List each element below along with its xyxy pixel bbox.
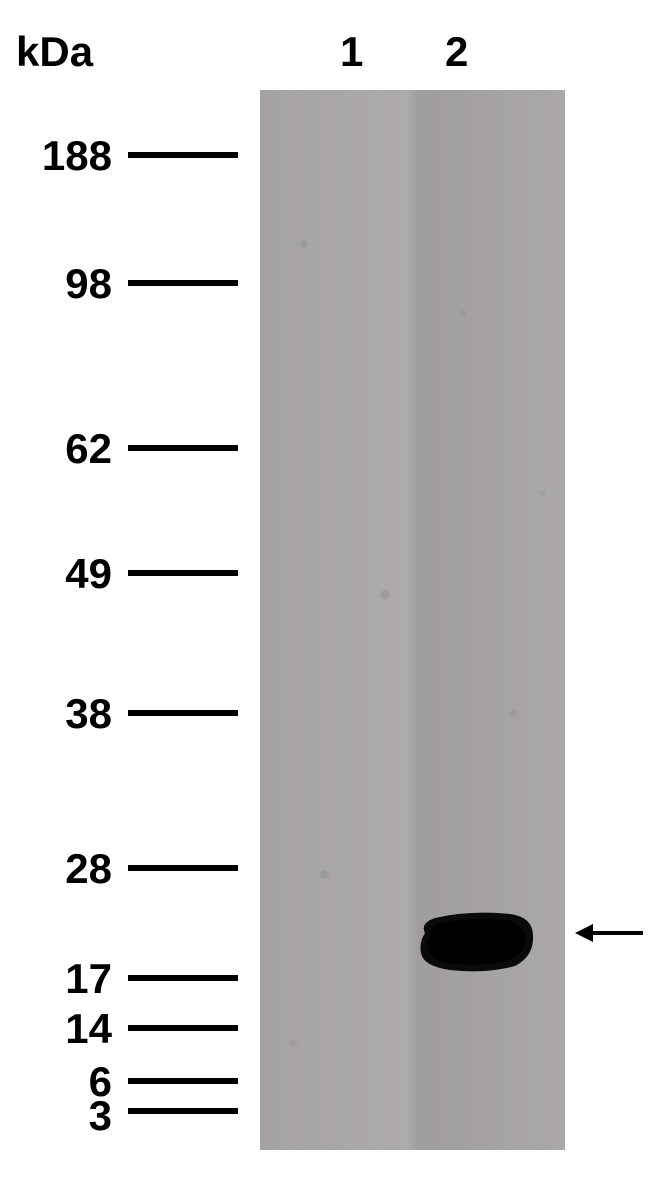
- lane-2-label: 2: [445, 28, 468, 76]
- marker-17-label: 17: [65, 955, 112, 1003]
- marker-3-line: [128, 1108, 238, 1114]
- noise-spot: [510, 710, 517, 717]
- marker-98-label: 98: [65, 260, 112, 308]
- western-blot-figure: kDa 1 2 188 98 62 49 38 28 17 14 6 3: [0, 0, 650, 1188]
- marker-14-label: 14: [65, 1005, 112, 1053]
- unit-label: kDa: [16, 28, 93, 76]
- marker-28-line: [128, 865, 238, 871]
- noise-spot: [320, 870, 329, 879]
- band-arrow-icon: [575, 918, 645, 948]
- marker-188-line: [128, 152, 238, 158]
- marker-38-label: 38: [65, 690, 112, 738]
- marker-49-line: [128, 570, 238, 576]
- noise-spot: [290, 1040, 297, 1047]
- marker-49-label: 49: [65, 550, 112, 598]
- marker-188-label: 188: [42, 132, 112, 180]
- blot-membrane: [260, 90, 565, 1150]
- protein-band: [415, 908, 540, 980]
- marker-3-label: 3: [89, 1092, 112, 1140]
- marker-98-line: [128, 280, 238, 286]
- marker-17-line: [128, 975, 238, 981]
- marker-28-label: 28: [65, 845, 112, 893]
- marker-62-line: [128, 445, 238, 451]
- noise-spot: [300, 240, 308, 248]
- marker-6-line: [128, 1078, 238, 1084]
- marker-38-line: [128, 710, 238, 716]
- marker-62-label: 62: [65, 425, 112, 473]
- noise-spot: [460, 310, 466, 316]
- noise-spot: [540, 490, 546, 496]
- noise-spot: [380, 590, 390, 600]
- marker-14-line: [128, 1025, 238, 1031]
- lane-1-label: 1: [340, 28, 363, 76]
